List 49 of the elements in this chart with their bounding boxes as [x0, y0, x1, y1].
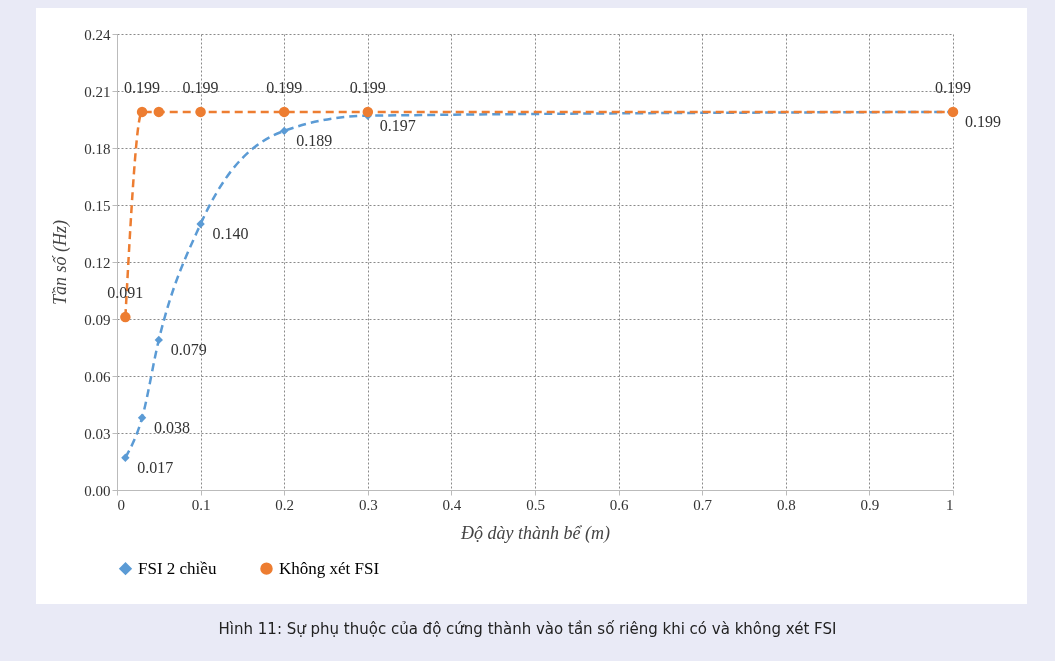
point: [196, 219, 205, 229]
legend-label: Không xét FSI: [279, 558, 380, 578]
point: [136, 106, 148, 118]
point: [195, 106, 206, 118]
y-tick-label: 0.09: [84, 311, 111, 328]
point: [278, 106, 290, 118]
data-label: 0.189: [296, 131, 333, 149]
y-axis-title: Tần số (Hz): [50, 219, 72, 306]
data-label: 0.199: [935, 78, 971, 96]
data-label: 0.199: [182, 78, 219, 96]
x-tick-label: 0: [117, 496, 125, 513]
x-tick-label: 0.7: [693, 496, 713, 513]
point: [120, 311, 131, 323]
data-label: 0.199: [349, 78, 386, 96]
y-tick-label: 0.06: [84, 368, 111, 385]
x-tick-label: 0.1: [191, 496, 211, 513]
point: [121, 453, 130, 462]
x-tick-label: 0.2: [275, 496, 295, 513]
x-tick-label: 1: [946, 496, 954, 513]
data-label: 0.017: [137, 458, 174, 476]
y-tick-label: 0.18: [84, 140, 111, 157]
data-label: 0.197: [379, 116, 416, 134]
y-tick-label: 0.00: [84, 482, 111, 499]
point: [154, 335, 163, 345]
x-tick-label: 0.8: [776, 496, 796, 513]
x-axis-title: Độ dày thành bể (m): [460, 522, 610, 544]
point: [280, 126, 289, 136]
data-label: 0.199: [965, 112, 1001, 130]
y-tick-label: 0.21: [84, 83, 111, 100]
legend-label: FSI 2 chiều: [138, 558, 217, 578]
data-label: 0.079: [170, 340, 207, 358]
point: [362, 106, 374, 118]
y-tick-label: 0.24: [84, 26, 111, 43]
x-tick-label: 0.9: [860, 496, 880, 513]
data-label: 0.199: [266, 78, 303, 96]
y-tick-label: 0.12: [84, 254, 111, 271]
data-label: 0.038: [154, 418, 191, 436]
data-label: 0.199: [124, 78, 161, 96]
data-label: 0.091: [107, 284, 144, 302]
point: [137, 413, 147, 422]
data-label: 0.140: [212, 225, 249, 242]
y-tick-label: 0.15: [84, 197, 111, 214]
y-tick-label: 0.03: [84, 425, 111, 442]
x-tick-label: 0.4: [442, 496, 462, 513]
x-tick-label: 0.5: [526, 496, 545, 513]
x-tick-label: 0.6: [609, 496, 629, 513]
x-tick-label: 0.3: [358, 496, 378, 513]
text: Hình 11: Sự phụ thuộc của độ cứng thành vào tần số riêng khi có và không xét FSI: [217, 620, 838, 638]
point: [153, 106, 165, 118]
